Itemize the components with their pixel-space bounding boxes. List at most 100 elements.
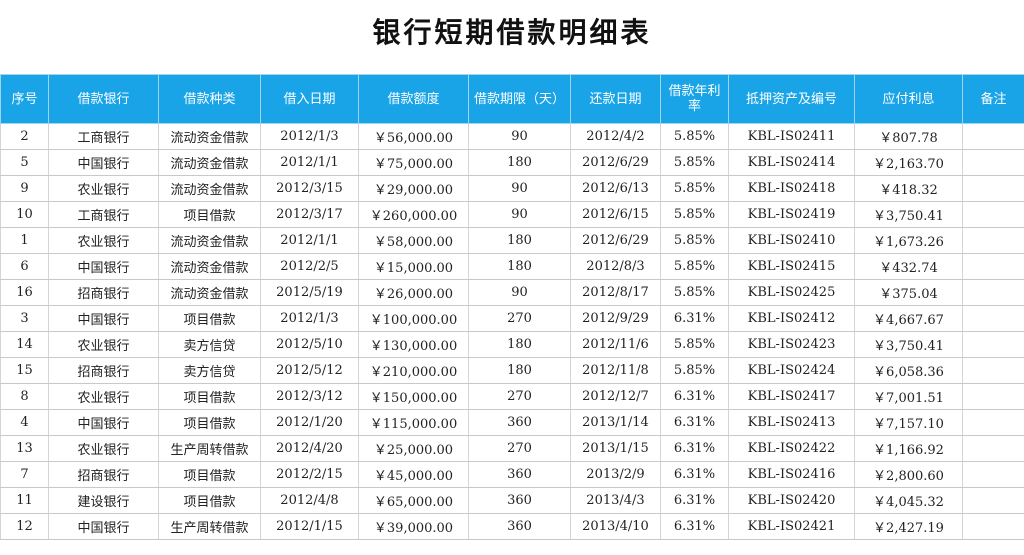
cell-col-loan-type: 项目借款 xyxy=(158,383,261,410)
cell-col-index: 5 xyxy=(0,149,49,176)
cell-col-repay-date: 2013/4/3 xyxy=(570,487,661,514)
cell-col-repay-date: 2012/8/17 xyxy=(570,279,661,306)
cell-col-collateral: KBL-IS02417 xyxy=(728,383,855,410)
cell-col-index: 6 xyxy=(0,253,49,280)
cell-col-interest-payable: ￥1,166.92 xyxy=(854,435,963,462)
cell-col-bank: 农业银行 xyxy=(48,331,159,358)
cell-col-amount: ￥65,000.00 xyxy=(358,487,469,514)
cell-col-annual-rate: 5.85% xyxy=(660,227,729,254)
cell-col-annual-rate: 5.85% xyxy=(660,201,729,228)
cell-col-remarks xyxy=(962,253,1024,280)
cell-col-remarks xyxy=(962,357,1024,384)
cell-col-annual-rate: 5.85% xyxy=(660,331,729,358)
cell-col-term-days: 180 xyxy=(468,357,571,384)
cell-col-amount: ￥15,000.00 xyxy=(358,253,469,280)
cell-col-interest-payable: ￥7,001.51 xyxy=(854,383,963,410)
cell-col-interest-payable: ￥418.32 xyxy=(854,175,963,202)
cell-col-borrow-date: 2012/2/5 xyxy=(260,253,359,280)
header-col-repay-date: 还款日期 xyxy=(570,74,661,124)
cell-col-borrow-date: 2012/1/20 xyxy=(260,409,359,436)
cell-col-remarks xyxy=(962,201,1024,228)
cell-col-collateral: KBL-IS02415 xyxy=(728,253,855,280)
cell-col-index: 4 xyxy=(0,409,49,436)
cell-col-amount: ￥115,000.00 xyxy=(358,409,469,436)
cell-col-repay-date: 2012/8/3 xyxy=(570,253,661,280)
cell-col-amount: ￥39,000.00 xyxy=(358,513,469,540)
loan-detail-table: 序号 借款银行 借款种类 借入日期 借款额度 借款期限（天） 还款日期 借款年利率 抵押资产及编… xyxy=(0,74,1024,540)
cell-col-interest-payable: ￥4,045.32 xyxy=(854,487,963,514)
cell-col-annual-rate: 6.31% xyxy=(660,461,729,488)
table-row: 9 农业银行 流动资金借款 2012/3/15 ￥29,000.00 90 2012/6/1… xyxy=(0,175,1024,202)
cell-col-repay-date: 2012/4/2 xyxy=(570,123,661,150)
cell-col-loan-type: 流动资金借款 xyxy=(158,279,261,306)
header-col-remarks: 备注 xyxy=(962,74,1024,124)
cell-col-annual-rate: 6.31% xyxy=(660,409,729,436)
table-row: 6 中国银行 流动资金借款 2012/2/5 ￥15,000.00 180 2012/8/3… xyxy=(0,253,1024,280)
table-row: 1 农业银行 流动资金借款 2012/1/1 ￥58,000.00 180 2012/6/2… xyxy=(0,227,1024,254)
cell-col-repay-date: 2012/11/8 xyxy=(570,357,661,384)
table-row: 12 中国银行 生产周转借款 2012/1/15 ￥39,000.00 360 2013/4… xyxy=(0,513,1024,540)
cell-col-interest-payable: ￥2,427.19 xyxy=(854,513,963,540)
cell-col-index: 11 xyxy=(0,487,49,514)
cell-col-collateral: KBL-IS02411 xyxy=(728,123,855,150)
cell-col-interest-payable: ￥3,750.41 xyxy=(854,201,963,228)
cell-col-annual-rate: 5.85% xyxy=(660,123,729,150)
cell-col-remarks xyxy=(962,149,1024,176)
cell-col-term-days: 90 xyxy=(468,279,571,306)
cell-col-annual-rate: 6.31% xyxy=(660,383,729,410)
cell-col-term-days: 180 xyxy=(468,253,571,280)
cell-col-amount: ￥130,000.00 xyxy=(358,331,469,358)
cell-col-repay-date: 2012/12/7 xyxy=(570,383,661,410)
cell-col-borrow-date: 2012/1/3 xyxy=(260,123,359,150)
cell-col-remarks xyxy=(962,279,1024,306)
cell-col-remarks xyxy=(962,513,1024,540)
cell-col-loan-type: 卖方信贷 xyxy=(158,357,261,384)
cell-col-remarks xyxy=(962,123,1024,150)
cell-col-bank: 农业银行 xyxy=(48,383,159,410)
cell-col-collateral: KBL-IS02419 xyxy=(728,201,855,228)
cell-col-index: 7 xyxy=(0,461,49,488)
cell-col-borrow-date: 2012/4/20 xyxy=(260,435,359,462)
cell-col-borrow-date: 2012/3/17 xyxy=(260,201,359,228)
cell-col-annual-rate: 5.85% xyxy=(660,253,729,280)
cell-col-amount: ￥26,000.00 xyxy=(358,279,469,306)
cell-col-remarks xyxy=(962,331,1024,358)
cell-col-remarks xyxy=(962,487,1024,514)
cell-col-bank: 农业银行 xyxy=(48,435,159,462)
cell-col-borrow-date: 2012/3/15 xyxy=(260,175,359,202)
cell-col-annual-rate: 6.31% xyxy=(660,305,729,332)
cell-col-borrow-date: 2012/5/12 xyxy=(260,357,359,384)
cell-col-amount: ￥260,000.00 xyxy=(358,201,469,228)
header-row: 序号 借款银行 借款种类 借入日期 借款额度 借款期限（天） 还款日期 借款年利率 抵押资产及编… xyxy=(0,74,1024,124)
cell-col-loan-type: 项目借款 xyxy=(158,409,261,436)
cell-col-repay-date: 2012/6/29 xyxy=(570,227,661,254)
cell-col-loan-type: 生产周转借款 xyxy=(158,513,261,540)
cell-col-repay-date: 2012/11/6 xyxy=(570,331,661,358)
cell-col-loan-type: 流动资金借款 xyxy=(158,123,261,150)
cell-col-collateral: KBL-IS02421 xyxy=(728,513,855,540)
cell-col-bank: 工商银行 xyxy=(48,201,159,228)
table-row: 13 农业银行 生产周转借款 2012/4/20 ￥25,000.00 270 2013/1… xyxy=(0,435,1024,462)
cell-col-remarks xyxy=(962,227,1024,254)
cell-col-remarks xyxy=(962,175,1024,202)
cell-col-amount: ￥75,000.00 xyxy=(358,149,469,176)
cell-col-borrow-date: 2012/1/1 xyxy=(260,227,359,254)
cell-col-term-days: 270 xyxy=(468,383,571,410)
cell-col-remarks xyxy=(962,435,1024,462)
cell-col-term-days: 360 xyxy=(468,461,571,488)
cell-col-remarks xyxy=(962,305,1024,332)
cell-col-interest-payable: ￥7,157.10 xyxy=(854,409,963,436)
cell-col-amount: ￥29,000.00 xyxy=(358,175,469,202)
cell-col-repay-date: 2013/4/10 xyxy=(570,513,661,540)
table-row: 10 工商银行 项目借款 2012/3/17 ￥260,000.00 90 2012/6/1… xyxy=(0,201,1024,228)
cell-col-bank: 中国银行 xyxy=(48,409,159,436)
cell-col-remarks xyxy=(962,383,1024,410)
cell-col-index: 13 xyxy=(0,435,49,462)
cell-col-collateral: KBL-IS02420 xyxy=(728,487,855,514)
cell-col-interest-payable: ￥375.04 xyxy=(854,279,963,306)
cell-col-loan-type: 流动资金借款 xyxy=(158,253,261,280)
page-title: 银行短期借款明细表 xyxy=(372,16,652,49)
cell-col-interest-payable: ￥4,667.67 xyxy=(854,305,963,332)
table-row: 3 中国银行 项目借款 2012/1/3 ￥100,000.00 270 2012/9/29… xyxy=(0,305,1024,332)
cell-col-annual-rate: 5.85% xyxy=(660,279,729,306)
